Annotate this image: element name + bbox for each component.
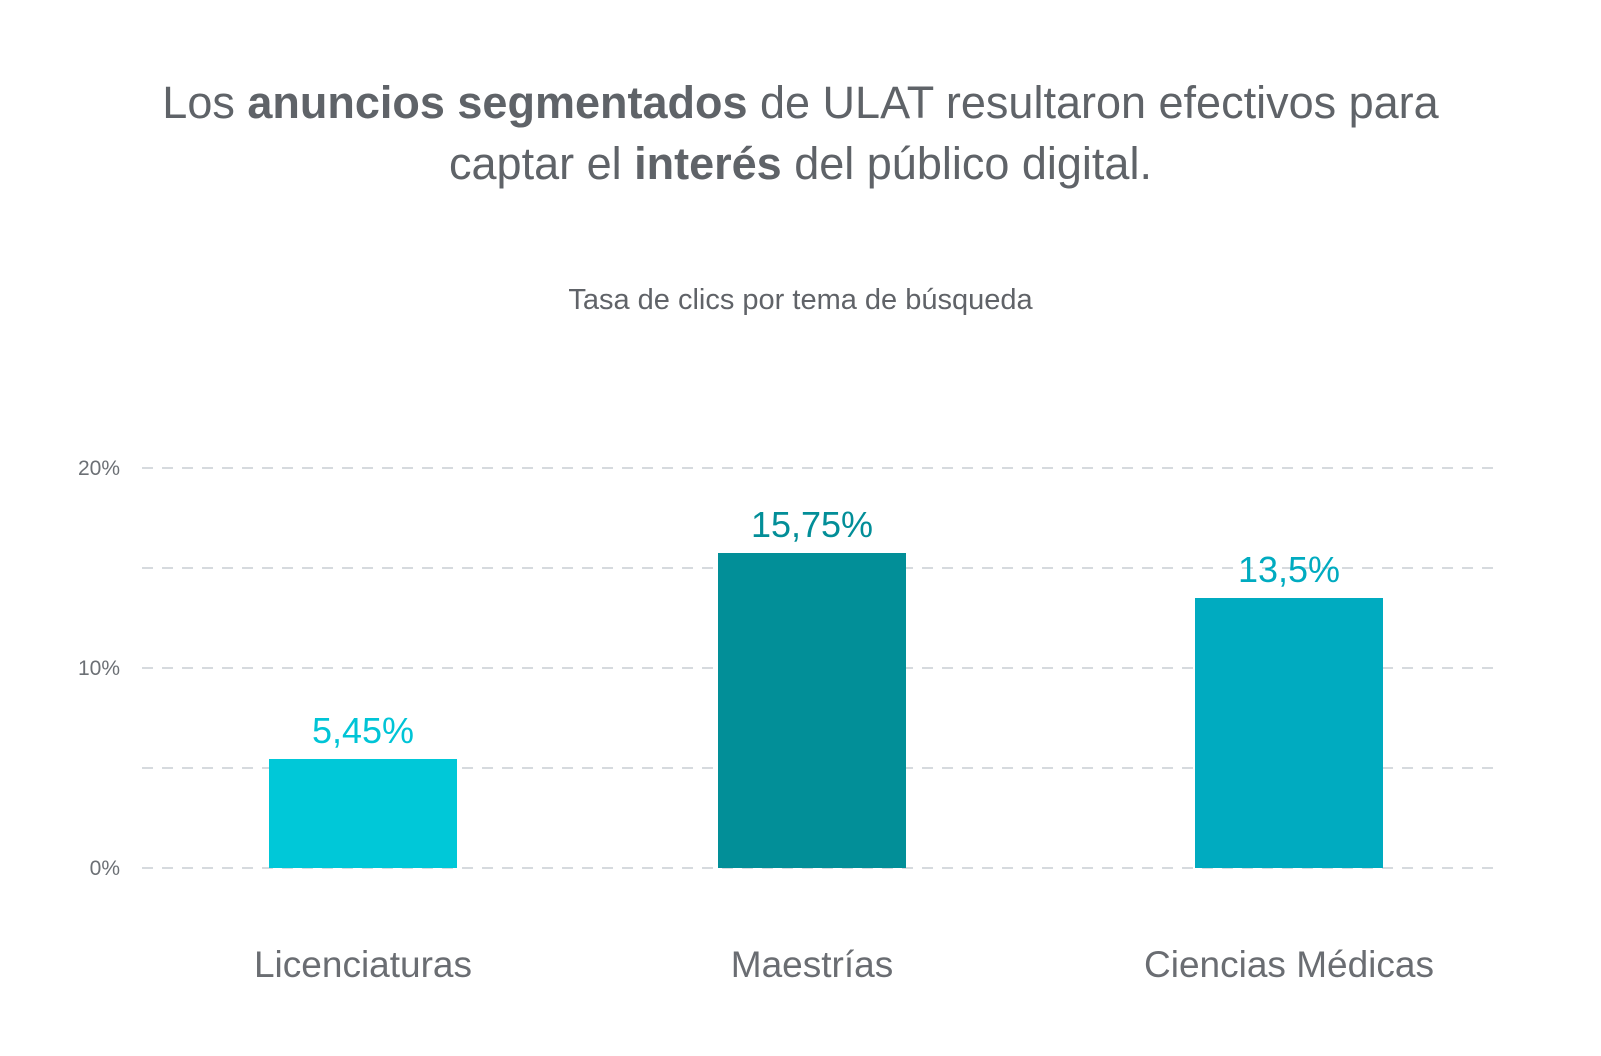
headline-segment-bold: anuncios segmentados bbox=[247, 77, 748, 128]
x-category-label: Maestrías bbox=[731, 944, 893, 985]
headline-segment-bold: interés bbox=[634, 138, 782, 189]
headline-segment: captar el bbox=[449, 138, 635, 189]
headline-segment: del público digital. bbox=[781, 138, 1152, 189]
bar bbox=[269, 759, 457, 868]
headline-line-1: Los anuncios segmentados de ULAT resulta… bbox=[0, 72, 1601, 133]
bar-value-labels: 5,45% 15,75% 13,5% bbox=[312, 504, 1340, 751]
x-category-label: Licenciaturas bbox=[254, 944, 472, 985]
headline-segment: de ULAT resultaron efectivos para bbox=[747, 77, 1439, 128]
headline-line-2: captar el interés del público digital. bbox=[0, 133, 1601, 194]
bar-value-label: 5,45% bbox=[312, 710, 414, 751]
bar-value-label: 15,75% bbox=[751, 504, 873, 545]
y-tick-label: 20% bbox=[78, 457, 120, 480]
y-axis-tick-labels: 0% 10% 20% bbox=[78, 457, 120, 880]
chart-title: Tasa de clics por tema de búsqueda bbox=[568, 284, 1033, 316]
bar-value-label: 13,5% bbox=[1238, 549, 1340, 590]
y-tick-label: 0% bbox=[90, 857, 120, 880]
bar bbox=[1195, 598, 1383, 868]
x-axis-category-labels: Licenciaturas Maestrías Ciencias Médicas bbox=[254, 944, 1434, 985]
x-category-label: Ciencias Médicas bbox=[1144, 944, 1434, 985]
chart-headline: Los anuncios segmentados de ULAT resulta… bbox=[0, 72, 1601, 194]
bars bbox=[269, 553, 1383, 868]
bar bbox=[718, 553, 906, 868]
headline-segment: Los bbox=[162, 77, 248, 128]
y-tick-label: 10% bbox=[78, 657, 120, 680]
